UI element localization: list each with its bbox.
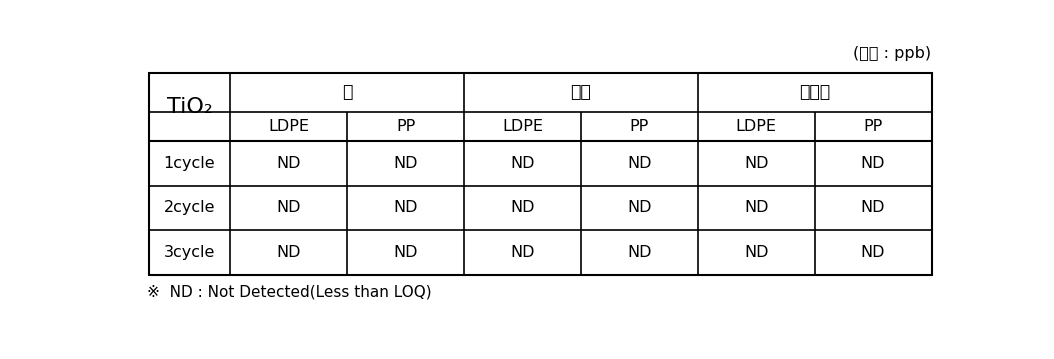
Text: ND: ND [276,156,300,171]
Text: TiO₂: TiO₂ [167,97,212,117]
Bar [149,73,932,275]
Text: LDPE: LDPE [736,119,777,134]
Text: 3cycle: 3cycle [163,245,215,260]
Text: 에탄올: 에탄올 [799,83,831,101]
Text: 1cycle: 1cycle [163,156,215,171]
Text: 초산: 초산 [570,83,591,101]
Text: ND: ND [510,245,534,260]
Text: ND: ND [627,156,651,171]
Text: ND: ND [276,245,300,260]
Text: LDPE: LDPE [268,119,309,134]
Text: ND: ND [627,200,651,215]
Text: PP: PP [863,119,883,134]
Text: ND: ND [744,200,768,215]
Text: ND: ND [276,200,300,215]
Text: 물: 물 [341,83,352,101]
Text: (단위 : ppb): (단위 : ppb) [854,46,932,61]
Text: ND: ND [861,200,885,215]
Text: LDPE: LDPE [502,119,543,134]
Text: ND: ND [393,245,417,260]
Text: ND: ND [861,245,885,260]
Text: ※  ND : Not Detected(Less than LOQ): ※ ND : Not Detected(Less than LOQ) [148,285,432,300]
Text: ND: ND [510,156,534,171]
Text: ND: ND [744,156,768,171]
Text: ND: ND [861,156,885,171]
Text: PP: PP [629,119,649,134]
Text: ND: ND [510,200,534,215]
Text: 2cycle: 2cycle [163,200,215,215]
Text: ND: ND [393,156,417,171]
Text: ND: ND [393,200,417,215]
Text: ND: ND [627,245,651,260]
Text: PP: PP [396,119,415,134]
Text: ND: ND [744,245,768,260]
